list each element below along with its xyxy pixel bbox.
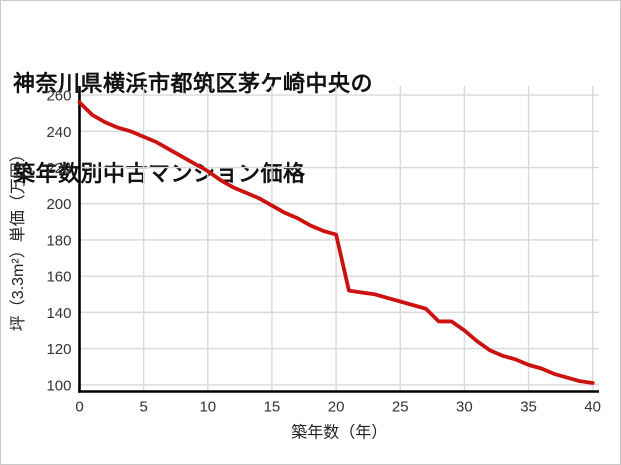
chart-title-line2: 築年数別中古マンション価格 — [13, 161, 306, 186]
chart-title: 神奈川県横浜市都筑区茅ケ崎中央の 築年数別中古マンション価格 — [13, 9, 373, 249]
y-tick-label: 100 — [46, 377, 71, 394]
y-tick-label: 160 — [46, 269, 71, 286]
y-tick-label: 200 — [46, 196, 71, 213]
y-tick-label: 140 — [46, 305, 71, 322]
x-tick-label: 5 — [139, 399, 147, 416]
y-tick-label: 180 — [46, 232, 71, 249]
x-tick-label: 15 — [264, 399, 281, 416]
price-line — [77, 100, 595, 385]
x-tick-label: 0 — [75, 399, 83, 416]
y-tick-label: 260 — [46, 88, 71, 105]
y-tick-label: 220 — [46, 160, 71, 177]
y-tick-label: 120 — [46, 341, 71, 358]
x-tick-label: 25 — [392, 399, 409, 416]
chart-title-line1: 神奈川県横浜市都筑区茅ケ崎中央の — [13, 71, 374, 96]
x-tick-label: 35 — [520, 399, 537, 416]
y-tick-label: 240 — [46, 124, 71, 141]
y-axis-title: 坪（3.3m²）単価（万円） — [9, 146, 27, 331]
x-tick-label: 20 — [328, 399, 345, 416]
x-tick-label: 10 — [199, 399, 216, 416]
x-tick-label: 30 — [456, 399, 473, 416]
x-tick-label: 40 — [584, 399, 601, 416]
x-axis-title: 築年数（年） — [291, 424, 387, 442]
